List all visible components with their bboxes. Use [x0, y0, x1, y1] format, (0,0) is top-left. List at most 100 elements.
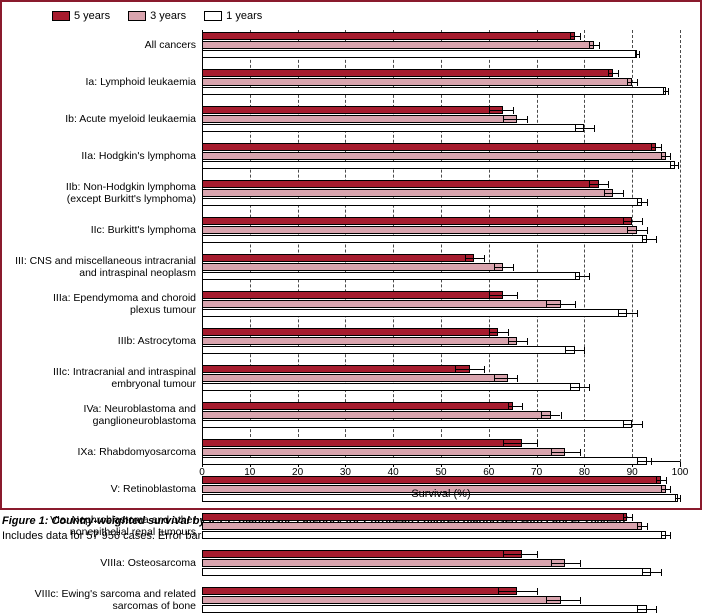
legend-item-3y: 3 years [128, 10, 186, 22]
errorbar-cap [522, 403, 523, 410]
category-label: III: CNS and miscellaneous intracraniala… [6, 255, 202, 279]
errorbar [546, 600, 579, 601]
errorbar-cap [537, 588, 538, 595]
errorbar-cap [503, 440, 504, 447]
bar-y5 [202, 439, 522, 447]
errorbar-cap [623, 421, 624, 428]
errorbar-cap [637, 606, 638, 613]
figure-container: 5 years 3 years 1 years 0102030405060708… [0, 0, 702, 544]
category-label: IVa: Neuroblastoma andganglioneuroblasto… [6, 403, 202, 427]
errorbar-cap [546, 301, 547, 308]
errorbar [575, 128, 594, 129]
errorbar-cap [580, 33, 581, 40]
errorbar [498, 591, 536, 592]
errorbar [565, 350, 584, 351]
errorbar-cap [637, 310, 638, 317]
errorbar [642, 572, 661, 573]
errorbar [608, 73, 618, 74]
errorbar-cap [668, 88, 669, 95]
errorbar [661, 156, 671, 157]
bar-y5 [202, 217, 632, 225]
bar-y1 [202, 531, 666, 539]
bar-y5 [202, 550, 522, 558]
errorbar-cap [508, 403, 509, 410]
category-label: All cancers [6, 39, 202, 51]
errorbar-cap [546, 597, 547, 604]
bar-y3 [202, 411, 551, 419]
errorbar-cap [627, 227, 628, 234]
errorbar-cap [623, 218, 624, 225]
category-label: V: Retinoblastoma [6, 483, 202, 495]
errorbar [489, 110, 513, 111]
errorbar [627, 82, 637, 83]
errorbar-cap [489, 107, 490, 114]
bar-y1 [202, 161, 675, 169]
bar-y5 [202, 402, 513, 410]
errorbar-cap [604, 190, 605, 197]
bar-y5 [202, 476, 661, 484]
errorbar-cap [455, 366, 456, 373]
errorbar [503, 443, 536, 444]
legend-swatch-5y [52, 11, 70, 21]
errorbar-cap [651, 458, 652, 465]
category-label: IIa: Hodgkin's lymphoma [6, 150, 202, 162]
errorbar [637, 609, 656, 610]
errorbar-cap [637, 458, 638, 465]
errorbar-cap [661, 153, 662, 160]
errorbar-cap [642, 236, 643, 243]
bar-y3 [202, 596, 561, 604]
errorbar [489, 295, 518, 296]
errorbar [637, 461, 651, 462]
errorbar-cap [575, 125, 576, 132]
bar-y3 [202, 374, 508, 382]
errorbar-cap [670, 532, 671, 539]
errorbar [642, 239, 656, 240]
bar-y3 [202, 41, 594, 49]
errorbar-cap [666, 477, 667, 484]
errorbar-cap [637, 523, 638, 530]
errorbar-cap [508, 329, 509, 336]
errorbar-cap [589, 181, 590, 188]
bar-y3 [202, 559, 565, 567]
category-label: IIIc: Intracranial and intraspinalembryo… [6, 366, 202, 390]
legend: 5 years 3 years 1 years [52, 10, 262, 22]
errorbar [670, 165, 677, 166]
errorbar [604, 193, 623, 194]
bar-y3 [202, 78, 632, 86]
errorbar-cap [627, 79, 628, 86]
errorbar-cap [647, 523, 648, 530]
legend-swatch-1y [204, 11, 222, 21]
errorbar-cap [503, 116, 504, 123]
errorbar-cap [575, 273, 576, 280]
category-label: VIIIc: Ewing's sarcoma and relatedsarcom… [6, 588, 202, 612]
errorbar-cap [517, 292, 518, 299]
bar-y3 [202, 300, 561, 308]
errorbar-cap [637, 79, 638, 86]
category-label: IIc: Burkitt's lymphoma [6, 224, 202, 236]
x-axis-label: Survival (%) [202, 488, 680, 500]
errorbar-cap [635, 51, 636, 58]
gridline [680, 30, 681, 462]
errorbar [570, 387, 589, 388]
errorbar [623, 517, 633, 518]
errorbar-cap [489, 329, 490, 336]
errorbar [508, 406, 522, 407]
errorbar [651, 147, 661, 148]
bar-y1 [202, 198, 642, 206]
errorbar [623, 221, 642, 222]
bar-y1 [202, 383, 580, 391]
errorbar-cap [580, 449, 581, 456]
bar-y1 [202, 124, 584, 132]
errorbar [637, 202, 647, 203]
errorbar-cap [661, 569, 662, 576]
errorbar-cap [517, 375, 518, 382]
bar-y3 [202, 263, 503, 271]
errorbar [589, 184, 608, 185]
bar-y5 [202, 32, 575, 40]
errorbar [551, 452, 580, 453]
errorbar-cap [661, 144, 662, 151]
errorbar-cap [599, 42, 600, 49]
bar-y3 [202, 522, 642, 530]
bar-y3 [202, 448, 565, 456]
category-label: IXa: Rhabdomyosarcoma [6, 446, 202, 458]
